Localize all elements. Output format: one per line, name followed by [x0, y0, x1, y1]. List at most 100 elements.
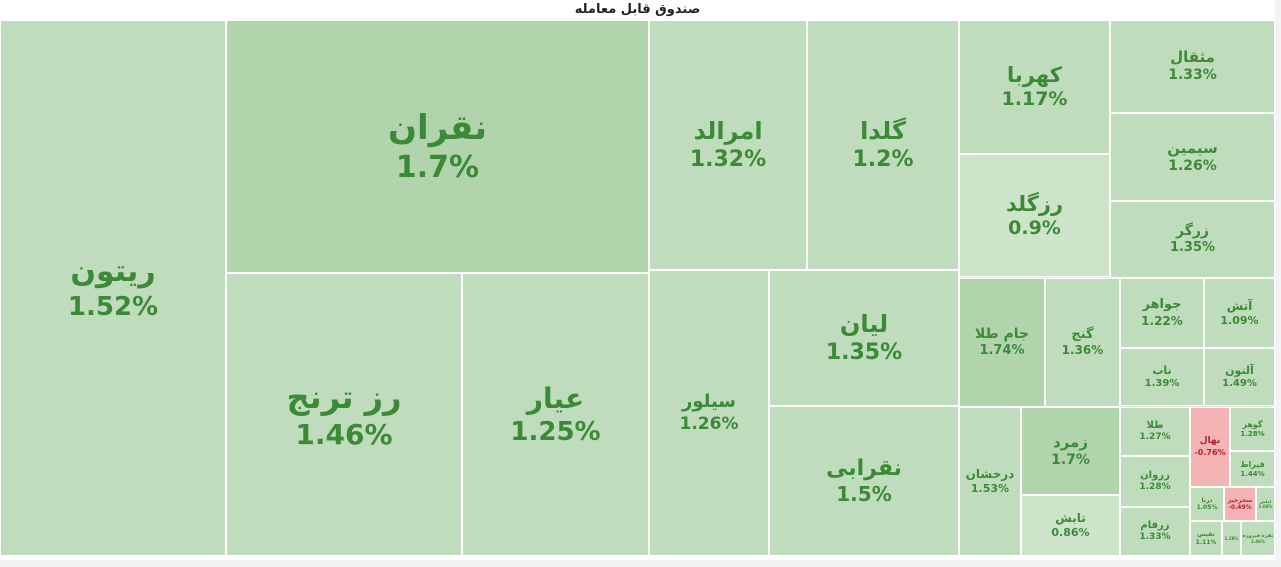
treemap-tile[interactable]: گوهر 1.28%	[1230, 407, 1275, 451]
treemap-tile[interactable]: طلا 1.27%	[1120, 407, 1190, 456]
treemap-tile[interactable]: رز ترنج 1.46%	[226, 273, 462, 556]
tile-name: ريتون	[70, 254, 156, 289]
tile-name: سيمين	[1167, 138, 1218, 157]
treemap-tile[interactable]: زرگر 1.35%	[1110, 201, 1275, 278]
treemap-tile[interactable]: كهربا 1.17%	[959, 20, 1110, 154]
treemap-tile[interactable]: رزگلد 0.9%	[959, 154, 1110, 277]
tile-percent: 1.39%	[1144, 377, 1180, 389]
tile-percent: 1.33%	[1139, 532, 1171, 543]
treemap-tile[interactable]: جام طلا 1.74%	[959, 278, 1045, 407]
tile-name: مثقال	[1170, 48, 1215, 67]
tile-percent: 1.00%	[1258, 504, 1273, 509]
tile-name: ناب	[1152, 363, 1172, 377]
tile-name: جام طلا	[974, 325, 1030, 342]
tile-name: لعلس	[1259, 499, 1272, 504]
treemap-tile[interactable]: نقران 1.7%	[226, 20, 649, 273]
tile-percent: 1.53%	[970, 482, 1010, 496]
scroll-strip	[1275, 0, 1281, 567]
tile-name: زرگر	[1176, 222, 1209, 239]
treemap-tile[interactable]: ناب 1.39%	[1120, 348, 1204, 406]
treemap-tile[interactable]: زروان 1.28%	[1120, 456, 1190, 507]
tile-name: گنج	[1071, 326, 1094, 342]
treemap-tile[interactable]: نقرابی 1.5%	[769, 406, 959, 556]
tile-name: نقرابی	[826, 455, 902, 481]
tile-percent: 1.7%	[1051, 451, 1090, 468]
tile-percent: 1.35%	[1169, 240, 1216, 256]
tile-name: امرالد	[693, 117, 763, 146]
treemap-tile[interactable]: تابش 0.86%	[1021, 495, 1120, 556]
tile-name: درنا	[1201, 496, 1213, 504]
tile-name: جواهر	[1142, 297, 1182, 313]
tile-name: سحرخيز	[1227, 496, 1253, 504]
treemap-tile[interactable]: درنا 1.05%	[1190, 487, 1224, 521]
chart-title: صندوق قابل معامله	[574, 2, 701, 17]
tile-name: رزگلد	[1005, 191, 1064, 216]
treemap-tile[interactable]: جواهر 1.22%	[1120, 278, 1204, 348]
tile-name: نهال	[1199, 436, 1221, 447]
tile-name: تابش	[1055, 511, 1086, 526]
tile-percent: 1.32%	[689, 147, 767, 173]
treemap-tile[interactable]: گلدا 1.2%	[807, 20, 959, 270]
tile-percent: 1.26%	[1168, 157, 1217, 174]
treemap-tile[interactable]: ريتون 1.52%	[0, 20, 226, 556]
tile-name: قيراط	[1240, 459, 1265, 469]
tile-name: گلدا	[860, 117, 906, 146]
treemap-tile[interactable]: زمرد 1.7%	[1021, 407, 1120, 495]
tile-percent: 1.11%	[1195, 538, 1217, 546]
tile-percent: 1.28%	[1224, 536, 1239, 541]
tile-percent: 1.22%	[1141, 313, 1183, 328]
treemap-tile[interactable]: سحرخيز -0.49%	[1224, 487, 1256, 521]
tile-name: زمرد	[1053, 432, 1088, 451]
treemap-tile[interactable]: سيلور 1.26%	[649, 270, 769, 556]
treemap-tile[interactable]: نفيس 1.11%	[1190, 521, 1222, 556]
tile-percent: 1.36%	[1061, 343, 1104, 358]
tile-name: رز ترنج	[286, 378, 402, 416]
tile-percent: 1.44%	[1240, 469, 1265, 478]
tile-percent: 1.5%	[836, 482, 892, 507]
tile-name: زروان	[1140, 469, 1170, 481]
tile-name: گوهر	[1242, 419, 1263, 429]
tile-name: نقران	[387, 107, 488, 148]
tile-name: طلا	[1146, 419, 1164, 431]
tile-name: درخشان	[965, 467, 1015, 482]
tile-name: عيار	[526, 381, 585, 415]
treemap-area: ريتون 1.52% نقران 1.7% رز ترنج 1.46% عيار 1.25%…	[0, 20, 1275, 556]
tile-name: آلتون	[1225, 363, 1254, 377]
tile-percent: 1.09%	[1220, 313, 1259, 327]
tile-percent: 0.86%	[1051, 526, 1090, 540]
treemap-tile[interactable]: قيراط 1.44%	[1230, 451, 1275, 487]
treemap-tile[interactable]: نقره فيروزه 1.46%	[1241, 521, 1275, 556]
tile-percent: 1.7%	[395, 150, 480, 185]
treemap-tile[interactable]: لعلس 1.00%	[1256, 487, 1275, 521]
treemap-tile[interactable]: ليان 1.35%	[769, 270, 959, 406]
treemap-tile[interactable]: زرفام 1.33%	[1120, 507, 1190, 556]
tile-percent: 1.35%	[825, 340, 903, 366]
tile-percent: 1.74%	[979, 343, 1025, 359]
tile-percent: 1.26%	[679, 413, 739, 434]
tile-percent: 1.28%	[1139, 482, 1171, 493]
treemap-tile[interactable]: درخشان 1.53%	[959, 407, 1021, 556]
treemap-tile[interactable]: مثقال 1.33%	[1110, 20, 1275, 113]
treemap-tile[interactable]: عيار 1.25%	[462, 273, 649, 556]
tile-name: ليان	[839, 310, 889, 339]
treemap-tile[interactable]: امرالد 1.32%	[649, 20, 807, 270]
tile-percent: -0.76%	[1194, 447, 1226, 457]
bottom-strip	[0, 560, 1281, 567]
tile-percent: 1.2%	[852, 147, 914, 173]
tile-percent: 1.49%	[1222, 377, 1257, 389]
treemap-tile[interactable]: آتش 1.09%	[1204, 278, 1275, 348]
treemap-tile[interactable]: آلتون 1.49%	[1204, 348, 1275, 406]
treemap-tile[interactable]: سيمين 1.26%	[1110, 113, 1275, 201]
tile-percent: 1.25%	[510, 416, 601, 447]
treemap-tile[interactable]: 1.28%	[1222, 521, 1241, 556]
tile-name: آتش	[1226, 298, 1253, 313]
tile-percent: 1.28%	[1240, 429, 1265, 438]
tile-percent: 1.27%	[1139, 432, 1171, 443]
treemap-tile[interactable]: گنج 1.36%	[1045, 278, 1120, 407]
treemap-tile[interactable]: نهال -0.76%	[1190, 407, 1230, 487]
tile-percent: 1.46%	[1251, 539, 1265, 545]
tile-percent: 1.33%	[1168, 67, 1217, 84]
tile-percent: 1.17%	[1001, 88, 1068, 111]
tile-percent: 0.9%	[1008, 216, 1061, 239]
